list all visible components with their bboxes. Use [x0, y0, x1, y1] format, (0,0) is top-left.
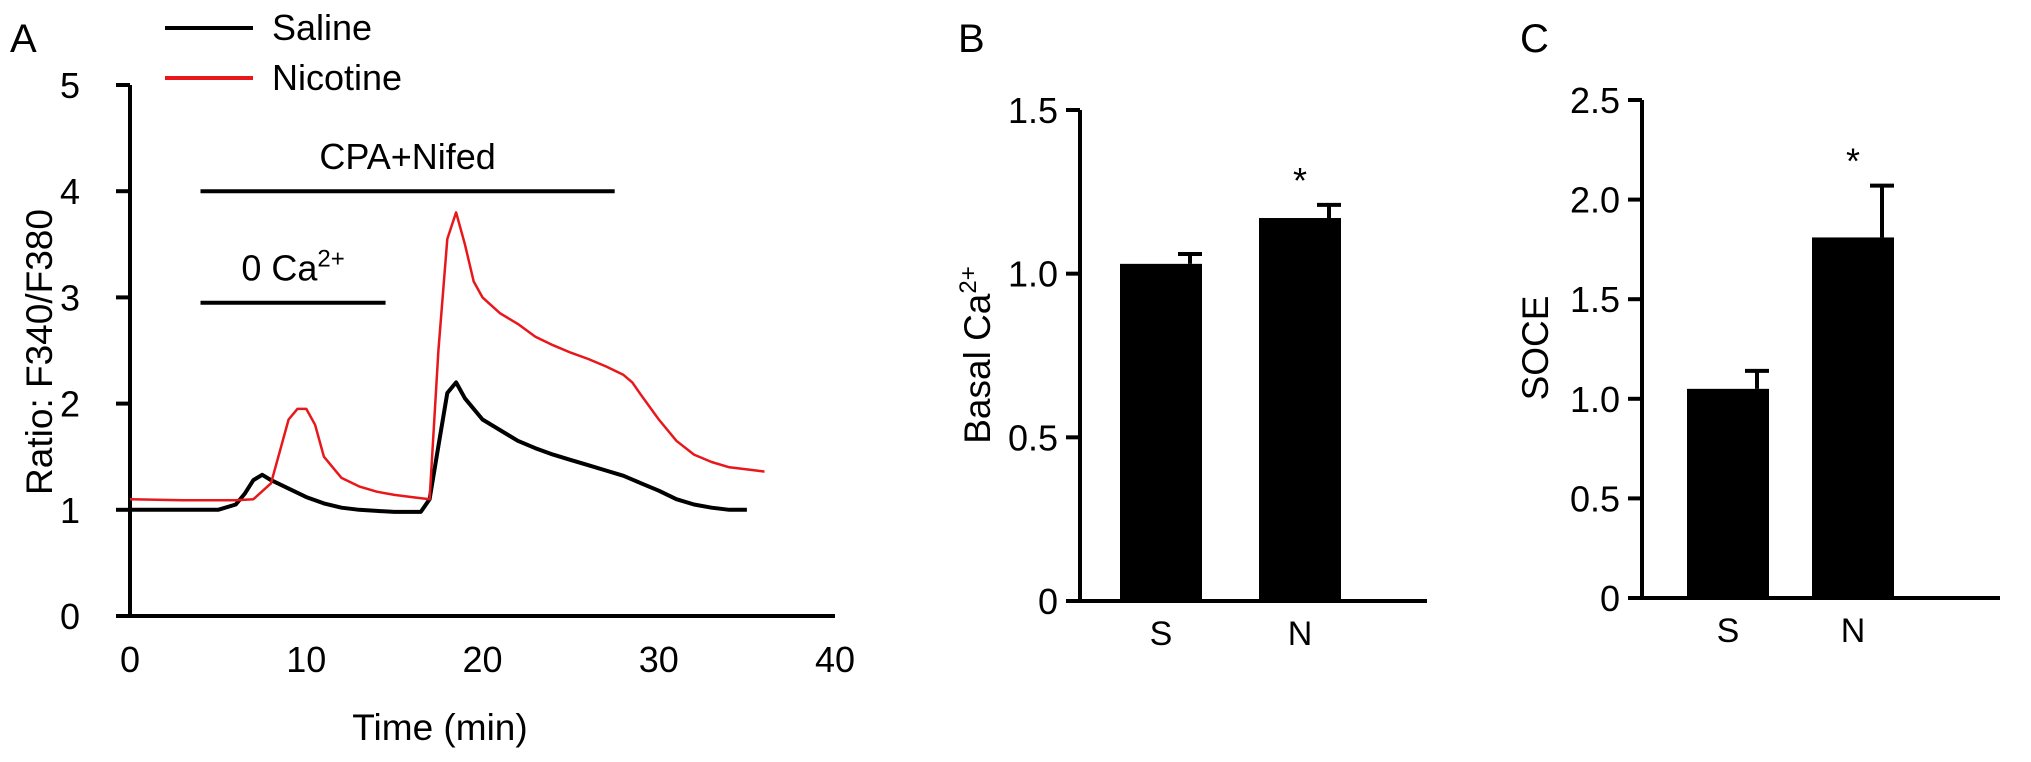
bar-S	[1120, 263, 1202, 601]
y-tick-label: 0	[60, 596, 80, 637]
bar-N	[1812, 237, 1894, 598]
panel-c-bars: S * N	[1687, 141, 1894, 650]
panel-c-y-axis-title: SOCE	[1515, 296, 1556, 401]
panel-b-y-axis-title: Basal Ca2+	[955, 266, 998, 444]
panel-b-y-axis-title-base: Basal Ca	[957, 293, 998, 444]
panel-a-x-ticks: 0 10 20 30 40	[120, 639, 855, 680]
panel-a-line-chart: A 0 1 2 3 4 5 0 10 20 30 40 Time (min) Ratio: F34…	[10, 7, 855, 748]
y-tick-label: 2.5	[1570, 80, 1620, 121]
series-line-saline	[130, 380, 747, 514]
y-tick-label: 1.5	[1570, 279, 1620, 320]
y-tick-label: 0.5	[1008, 417, 1058, 458]
panel-a-legend: Saline Nicotine	[165, 7, 402, 98]
panel-a-y-ticks: 0 1 2 3 4 5	[60, 65, 130, 637]
y-tick-label: 1.5	[1008, 90, 1058, 131]
y-tick-label: 2.0	[1570, 180, 1620, 221]
x-tick-label: 20	[462, 639, 502, 680]
annotation-label: CPA+Nifed	[319, 136, 495, 177]
y-tick-label: 0	[1600, 578, 1620, 619]
series-line-nicotine	[129, 211, 765, 502]
x-tick-label: 10	[286, 639, 326, 680]
y-tick-label: 5	[60, 65, 80, 106]
panel-c-y-ticks: 0 0.5 1.0 1.5 2.0 2.5	[1570, 80, 1642, 619]
y-tick-label: 0.5	[1570, 478, 1620, 519]
legend-label-saline: Saline	[272, 7, 372, 48]
y-tick-label: 0	[1038, 581, 1058, 622]
panel-a-series	[129, 211, 765, 514]
bar-S	[1687, 388, 1769, 598]
legend-label-nicotine: Nicotine	[272, 57, 402, 98]
category-label: N	[1841, 612, 1866, 650]
significance-marker: *	[1293, 160, 1307, 201]
panel-b-letter: B	[958, 17, 985, 61]
category-label: S	[1150, 615, 1173, 653]
y-tick-label: 3	[60, 277, 80, 318]
panel-b-y-ticks: 0 0.5 1.0 1.5	[1008, 90, 1080, 622]
x-tick-label: 30	[639, 639, 679, 680]
x-tick-label: 0	[120, 639, 140, 680]
panel-b-bars: S * N	[1120, 160, 1341, 653]
category-label: S	[1717, 612, 1740, 650]
panel-a-annotations: CPA+Nifed 0 Ca2+	[200, 136, 615, 305]
significance-marker: *	[1846, 141, 1860, 182]
y-tick-label: 1	[60, 490, 80, 531]
y-tick-label: 2	[60, 384, 80, 425]
panel-b-y-axis-title-sup: 2+	[955, 266, 982, 293]
panel-b-bar-chart: B 0 0.5 1.0 1.5 S * N Basal Ca2+	[955, 17, 1427, 653]
panel-a-x-axis-title: Time (min)	[352, 707, 527, 748]
panel-c-letter: C	[1520, 17, 1549, 61]
panel-c-bar-chart: C 0 0.5 1.0 1.5 2.0 2.5 S * N SOCE	[1515, 17, 2000, 650]
x-tick-label: 40	[815, 639, 855, 680]
y-tick-label: 1.0	[1008, 254, 1058, 295]
panel-a-y-axis-title: Ratio: F340/F380	[19, 209, 60, 495]
y-tick-label: 4	[60, 171, 80, 212]
bar-N	[1259, 218, 1341, 601]
annotation-label: 0 Ca2+	[241, 246, 344, 289]
category-label: N	[1288, 615, 1313, 653]
panel-a-letter: A	[10, 17, 37, 61]
y-tick-label: 1.0	[1570, 379, 1620, 420]
